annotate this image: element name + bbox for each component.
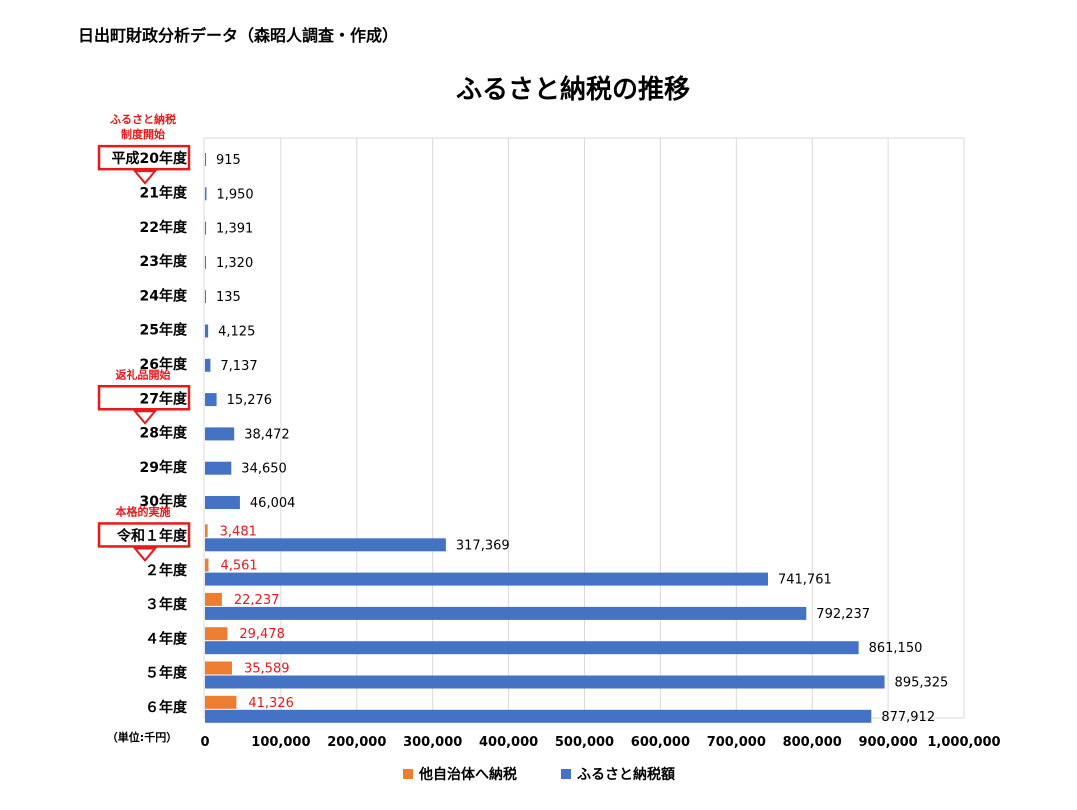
down-arrow-icon	[132, 170, 158, 185]
legend-swatch	[403, 769, 413, 779]
category-label: 22年度	[140, 219, 188, 236]
bar-furusato-tax	[205, 427, 235, 441]
x-tick-label: 300,000	[403, 735, 462, 750]
data-label-furusato-tax: 741,761	[778, 573, 832, 588]
legend: 他自治体へ納税 ふるさと納税額	[403, 766, 675, 783]
data-label-furusato-tax: 1,950	[216, 187, 253, 202]
x-tick-label: 600,000	[631, 735, 690, 750]
page-title: 日出町財政分析データ（森昭人調査・作成）	[78, 26, 399, 45]
highlight-box	[97, 522, 191, 548]
data-label-other-municipality: 41,326	[248, 696, 294, 711]
bar-furusato-tax	[205, 641, 859, 655]
data-label-furusato-tax: 46,004	[250, 496, 296, 511]
chart-title: ふるさと納税の推移	[456, 74, 690, 105]
annotation-text: ふるさと納税	[110, 112, 176, 126]
data-label-furusato-tax: 877,912	[881, 710, 935, 725]
bar-furusato-tax	[205, 675, 885, 689]
data-label-furusato-tax: 34,650	[241, 462, 287, 477]
category-label: 23年度	[140, 253, 188, 270]
bar-furusato-tax	[205, 221, 207, 235]
category-label: 25年度	[140, 322, 188, 339]
down-arrow-icon	[132, 410, 158, 425]
annotation-text: 本格的実施	[116, 504, 171, 518]
bar-furusato-tax	[205, 255, 207, 269]
highlight-box	[97, 385, 191, 411]
data-label-other-municipality: 35,589	[244, 662, 290, 677]
grid-lines	[280, 138, 965, 718]
bars: 915 1,950 1,391 1,320 135 4,125 7,137 15,276 38,…	[205, 153, 948, 725]
bar-furusato-tax	[205, 709, 872, 723]
bar-other-municipality	[205, 627, 228, 641]
data-label-other-municipality: 3,481	[220, 524, 257, 539]
data-label-furusato-tax: 915	[216, 153, 241, 168]
bar-furusato-tax	[205, 290, 206, 304]
category-label: ２年度	[145, 562, 188, 579]
category-label: 平成20年度	[112, 150, 188, 167]
category-label: 29年度	[140, 459, 188, 476]
bar-furusato-tax	[205, 187, 207, 201]
x-tick-label: 800,000	[783, 735, 842, 750]
category-label: 30年度	[140, 493, 188, 510]
legend-label: 他自治体へ納税	[418, 766, 517, 783]
data-label-furusato-tax: 4,125	[218, 325, 255, 340]
category-label: ４年度	[145, 630, 188, 647]
x-tick-label: 1,000,000	[927, 735, 1000, 750]
data-label-furusato-tax: 1,320	[216, 256, 253, 271]
legend-label: ふるさと納税額	[577, 766, 675, 783]
bar-other-municipality	[205, 558, 209, 572]
unit-label: （単位:千円）	[107, 730, 177, 744]
category-label: ６年度	[145, 699, 188, 716]
x-tick-label: 100,000	[251, 735, 310, 750]
down-arrow-icon	[132, 547, 158, 563]
data-label-furusato-tax: 7,137	[220, 359, 257, 374]
category-label: 令和１年度	[116, 527, 188, 544]
data-label-furusato-tax: 15,276	[227, 393, 273, 408]
x-tick-labels: 0 100,000 200,000 300,000 400,000 500,000 600,…	[200, 735, 1000, 750]
data-label-other-municipality: 22,237	[234, 593, 279, 608]
category-label: ５年度	[145, 665, 188, 682]
category-label: 26年度	[140, 356, 188, 373]
category-label: 28年度	[140, 425, 188, 442]
data-label-furusato-tax: 135	[216, 290, 241, 305]
bar-furusato-tax	[205, 358, 211, 372]
data-label-furusato-tax: 317,369	[456, 538, 510, 553]
data-label-furusato-tax: 861,150	[869, 641, 923, 656]
bar-other-municipality	[205, 524, 208, 538]
category-label: 21年度	[140, 184, 188, 201]
bar-other-municipality	[205, 661, 233, 675]
bar-other-municipality	[205, 592, 222, 606]
bar-furusato-tax	[205, 572, 768, 586]
highlight-box	[97, 144, 191, 171]
bar-furusato-tax	[205, 606, 807, 620]
bar-furusato-tax	[205, 538, 446, 552]
category-label: 27年度	[140, 390, 188, 407]
bar-other-municipality	[205, 695, 237, 709]
bar-furusato-tax	[205, 496, 240, 509]
x-tick-label: 700,000	[707, 735, 766, 750]
x-tick-label: 900,000	[858, 735, 917, 750]
data-label-other-municipality: 29,478	[239, 627, 284, 642]
data-label-furusato-tax: 38,472	[244, 427, 290, 442]
x-tick-label: 400,000	[479, 735, 538, 750]
data-label-furusato-tax: 895,325	[895, 676, 949, 691]
bar-furusato-tax	[205, 324, 209, 338]
data-label-furusato-tax: 792,237	[816, 607, 870, 622]
x-tick-label: 500,000	[555, 735, 614, 750]
data-label-other-municipality: 4,561	[220, 559, 257, 574]
annotation-text: 制度開始	[121, 127, 165, 141]
x-tick-label: 0	[200, 735, 209, 750]
legend-swatch	[561, 769, 571, 779]
bar-furusato-tax	[205, 461, 232, 475]
bar-furusato-tax	[205, 393, 217, 407]
category-label: 24年度	[140, 287, 188, 304]
category-label: ３年度	[145, 596, 188, 613]
bar-furusato-tax	[205, 153, 206, 166]
category-labels: 平成20年度 21年度 22年度 23年度 24年度 25年度 26年度 27年度 28年度 29…	[97, 144, 191, 716]
x-tick-label: 200,000	[327, 735, 386, 750]
annotation-text: 返礼品開始	[116, 367, 171, 381]
data-label-furusato-tax: 1,391	[216, 222, 253, 237]
